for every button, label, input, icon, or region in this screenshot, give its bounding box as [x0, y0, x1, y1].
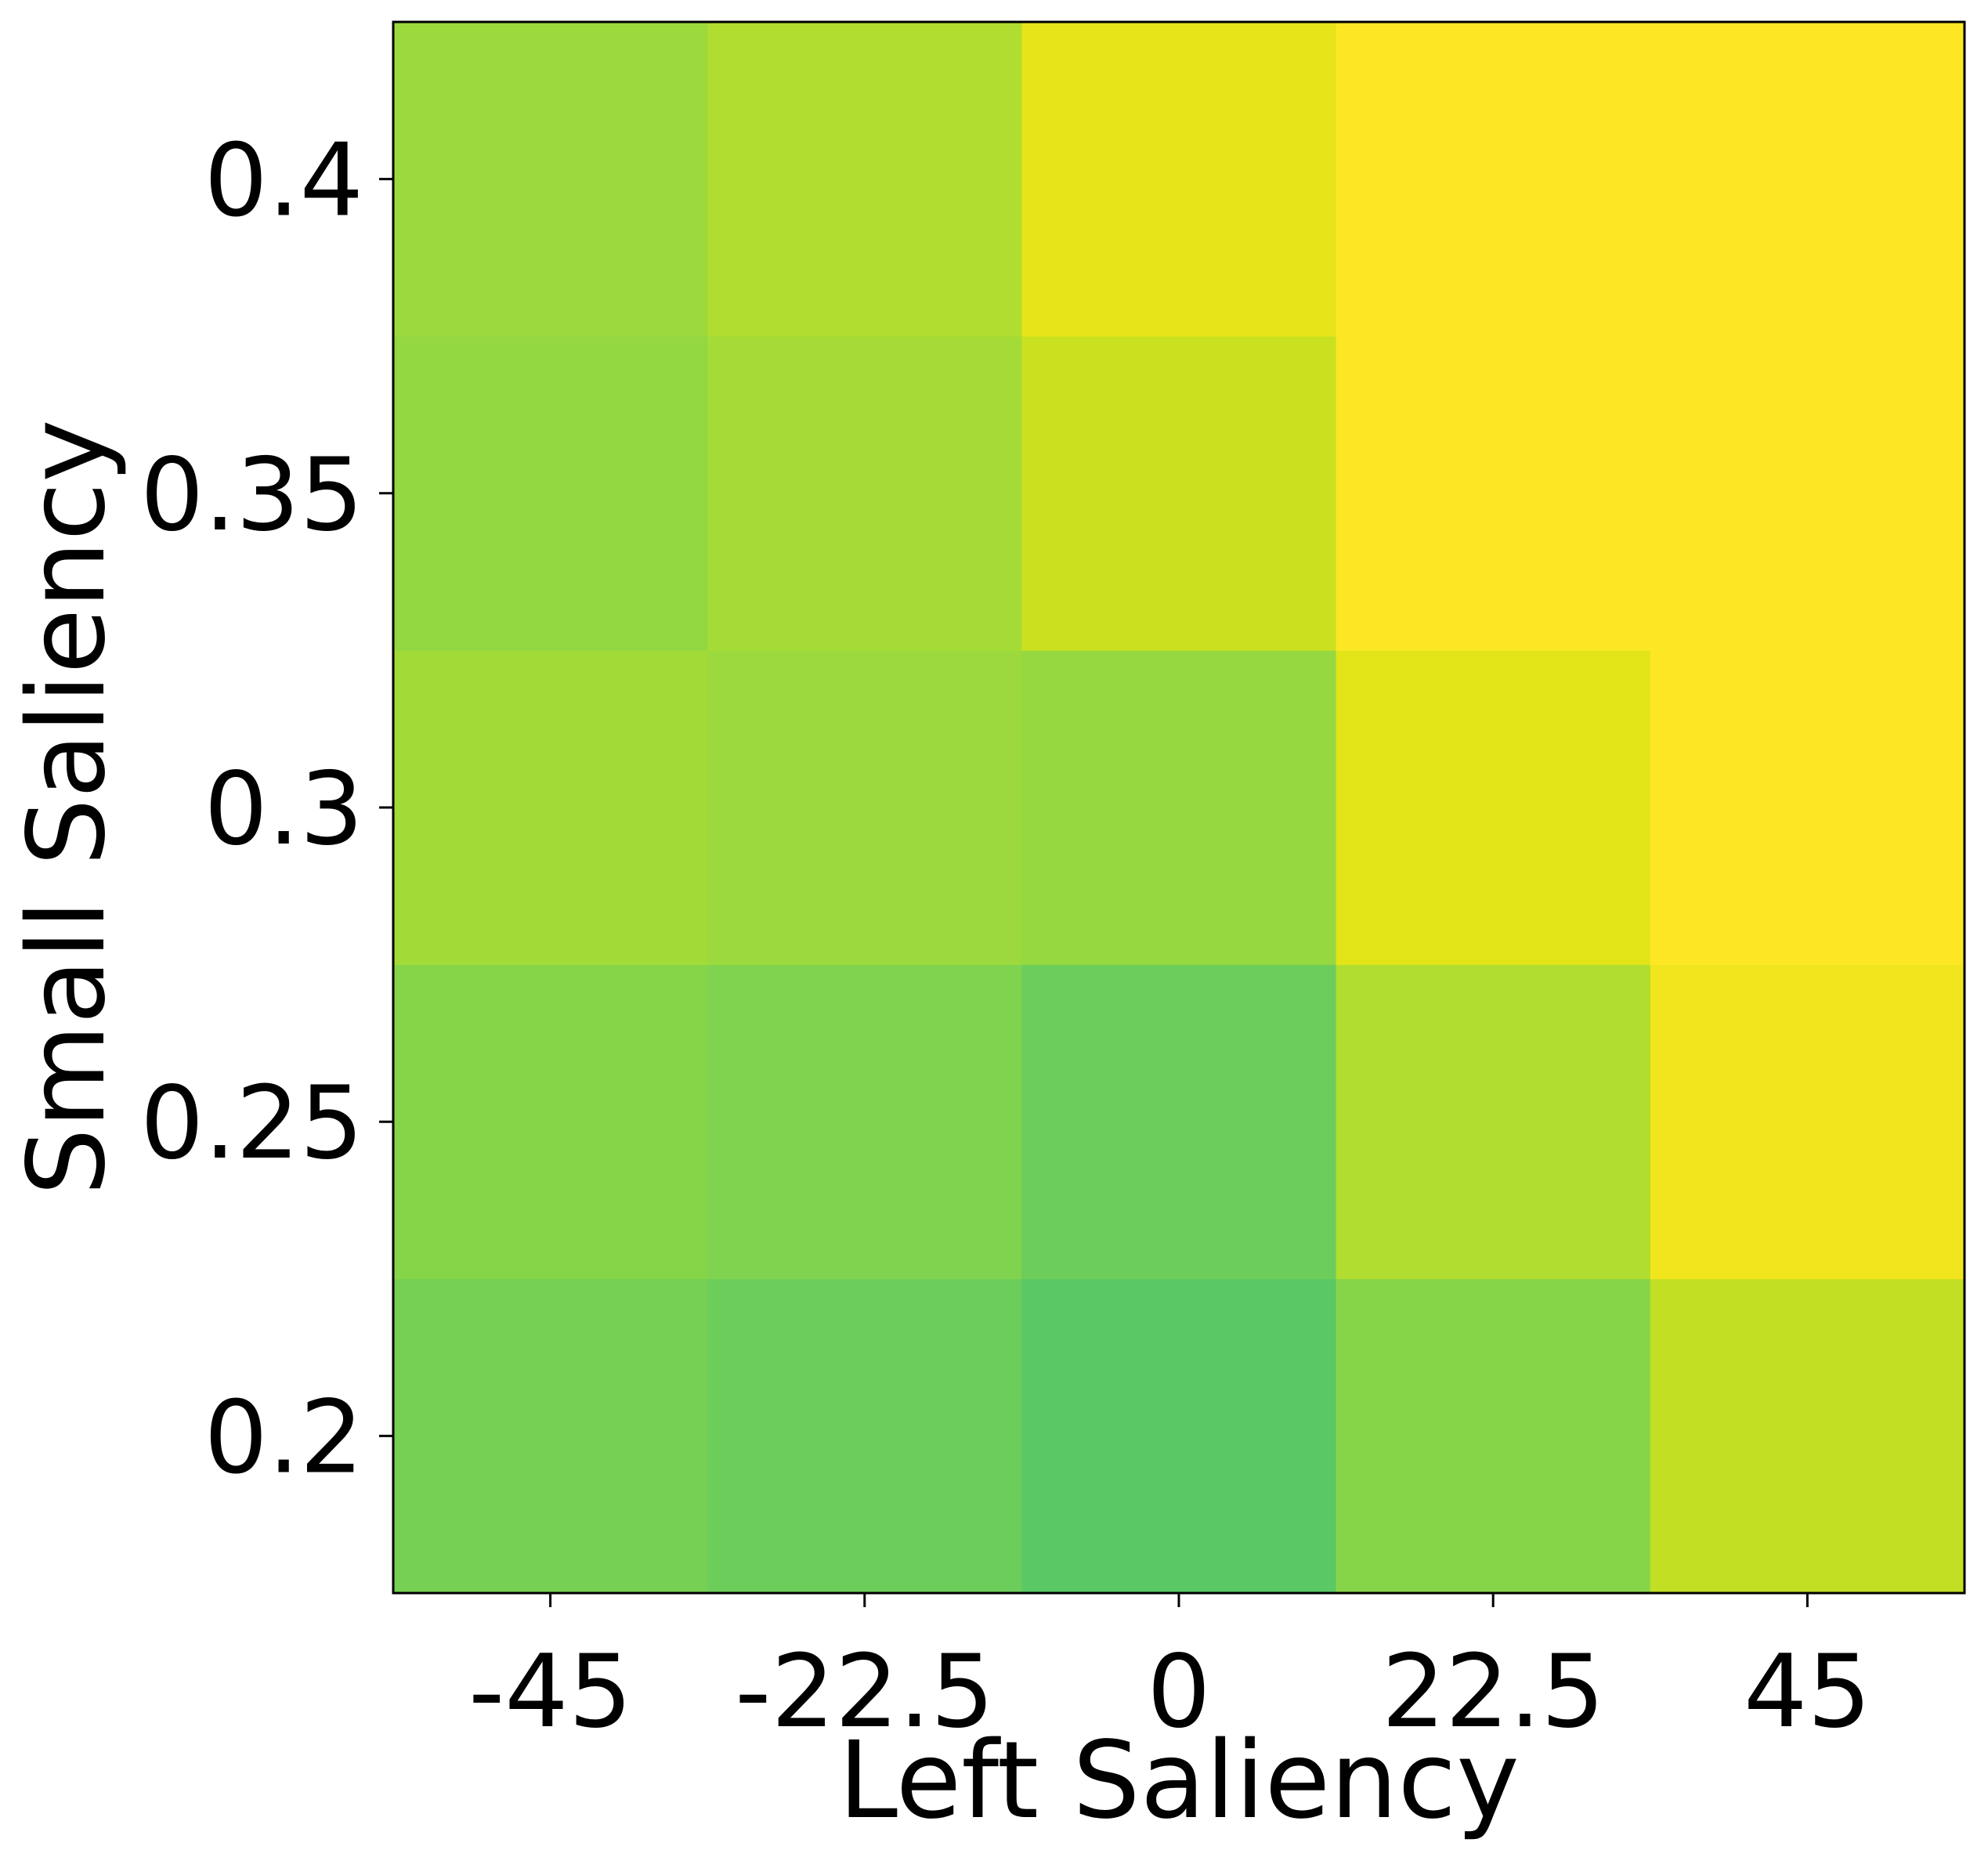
heatmap-cell [393, 1278, 708, 1594]
heatmap-cell [393, 650, 708, 966]
heatmap-cell [707, 650, 1022, 966]
x-axis-label: Left Saliency [838, 1719, 1519, 1843]
heatmap-cell [1021, 1278, 1337, 1594]
y-axis: 0.2 0.25 0.3 0.35 0.4 [140, 123, 393, 1496]
y-tick-label: 0.4 [204, 123, 363, 240]
heatmap-cell [707, 336, 1022, 651]
heatmap-cell [1650, 650, 1965, 966]
heatmap-cell [1336, 1278, 1651, 1594]
heatmap-cell [1650, 336, 1965, 651]
heatmap-cell [707, 22, 1022, 337]
heatmap-cell [1650, 1278, 1965, 1594]
heatmap-cell [707, 964, 1022, 1280]
heatmap-cells [393, 22, 1965, 1594]
heatmap-cell [1336, 964, 1651, 1280]
x-tick-label: 0 [1147, 1634, 1210, 1750]
y-tick-label: 0.35 [140, 437, 363, 554]
heatmap-cell [1650, 964, 1965, 1280]
heatmap-cell [393, 336, 708, 651]
heatmap-cell [1336, 336, 1651, 651]
heatmap-cell [1336, 650, 1651, 966]
heatmap-cell [1021, 336, 1337, 651]
heatmap-cell [1021, 650, 1337, 966]
heatmap-cell [1021, 964, 1337, 1280]
heatmap-cell [393, 964, 708, 1280]
y-tick-label: 0.2 [204, 1379, 363, 1496]
x-tick-label: -22.5 [735, 1634, 994, 1750]
x-tick-label: 22.5 [1382, 1634, 1605, 1750]
x-tick-label: -45 [468, 1634, 632, 1750]
heatmap-cell [1650, 22, 1965, 337]
x-axis: -45 -22.5 0 22.5 45 [468, 1593, 1871, 1750]
y-tick-label: 0.25 [140, 1065, 363, 1182]
y-tick-label: 0.3 [204, 751, 363, 868]
heatmap-cell [1336, 22, 1651, 337]
x-tick-label: 45 [1744, 1634, 1871, 1750]
y-axis-label: Small Saliency [5, 419, 129, 1195]
heatmap-cell [1021, 22, 1337, 337]
heatmap-cell [393, 22, 708, 337]
heatmap-cell [707, 1278, 1022, 1594]
